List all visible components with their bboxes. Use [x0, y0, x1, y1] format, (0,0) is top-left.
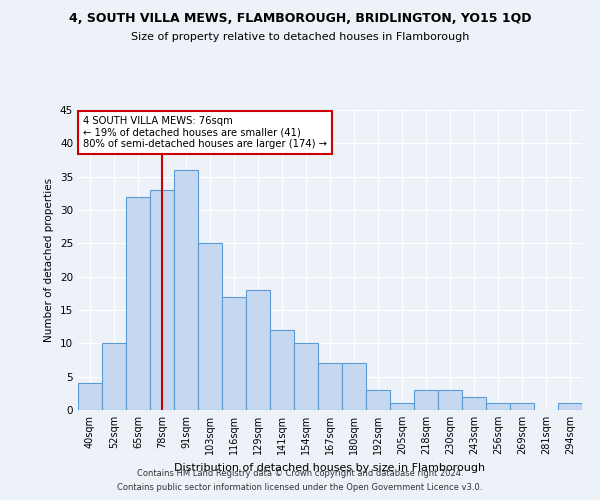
Bar	[294, 344, 318, 410]
Bar	[270, 330, 294, 410]
X-axis label: Distribution of detached houses by size in Flamborough: Distribution of detached houses by size …	[175, 462, 485, 472]
Bar	[486, 404, 510, 410]
Text: Size of property relative to detached houses in Flamborough: Size of property relative to detached ho…	[131, 32, 469, 42]
Bar	[198, 244, 222, 410]
Bar	[414, 390, 438, 410]
Bar	[222, 296, 246, 410]
Bar	[174, 170, 198, 410]
Text: Contains public sector information licensed under the Open Government Licence v3: Contains public sector information licen…	[118, 484, 482, 492]
Bar	[102, 344, 126, 410]
Bar	[246, 290, 270, 410]
Bar	[366, 390, 390, 410]
Bar	[318, 364, 342, 410]
Text: 4, SOUTH VILLA MEWS, FLAMBOROUGH, BRIDLINGTON, YO15 1QD: 4, SOUTH VILLA MEWS, FLAMBOROUGH, BRIDLI…	[69, 12, 531, 26]
Bar	[390, 404, 414, 410]
Bar	[126, 196, 150, 410]
Bar	[510, 404, 534, 410]
Text: 4 SOUTH VILLA MEWS: 76sqm
← 19% of detached houses are smaller (41)
80% of semi-: 4 SOUTH VILLA MEWS: 76sqm ← 19% of detac…	[83, 116, 327, 149]
Bar	[558, 404, 582, 410]
Bar	[78, 384, 102, 410]
Y-axis label: Number of detached properties: Number of detached properties	[44, 178, 55, 342]
Bar	[462, 396, 486, 410]
Bar	[438, 390, 462, 410]
Text: Contains HM Land Registry data © Crown copyright and database right 2024.: Contains HM Land Registry data © Crown c…	[137, 468, 463, 477]
Bar	[150, 190, 174, 410]
Bar	[342, 364, 366, 410]
